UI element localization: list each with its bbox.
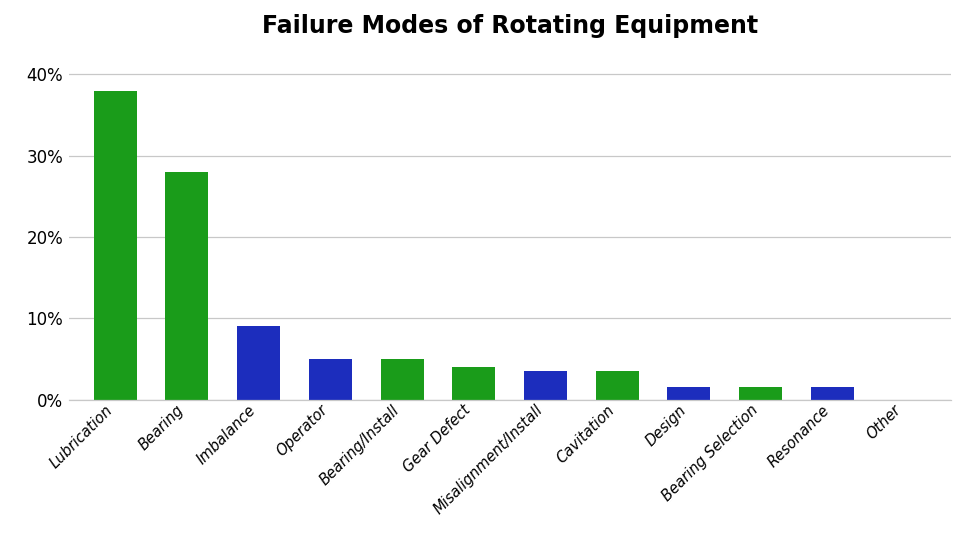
Bar bbox=[309, 359, 352, 400]
Bar bbox=[452, 367, 495, 400]
Bar bbox=[810, 387, 854, 400]
Bar bbox=[524, 371, 567, 400]
Bar bbox=[94, 90, 137, 400]
Bar bbox=[739, 387, 782, 400]
Bar bbox=[667, 387, 710, 400]
Bar bbox=[596, 371, 639, 400]
Bar bbox=[237, 326, 280, 400]
Bar bbox=[380, 359, 423, 400]
Title: Failure Modes of Rotating Equipment: Failure Modes of Rotating Equipment bbox=[262, 14, 758, 38]
Bar bbox=[166, 172, 209, 400]
